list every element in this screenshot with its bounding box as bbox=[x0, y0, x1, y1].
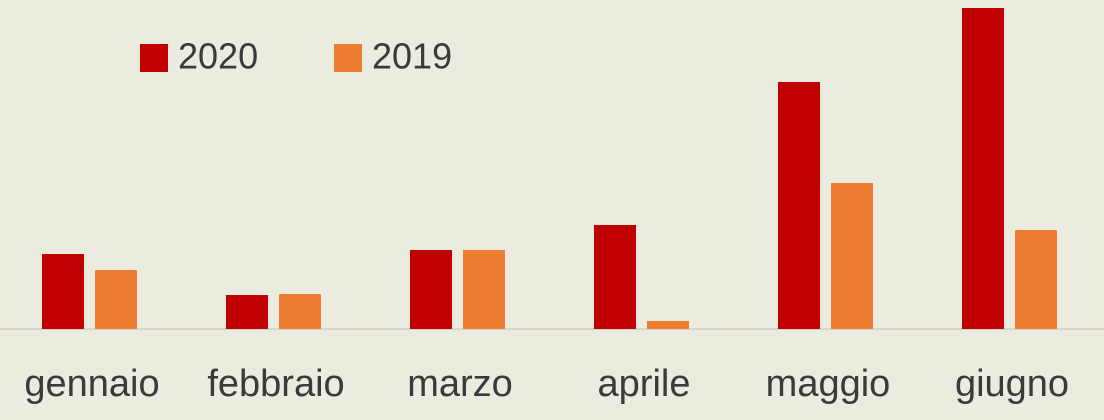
bar bbox=[962, 8, 1004, 329]
legend-label: 2020 bbox=[178, 36, 258, 77]
x-tick-label: aprile bbox=[598, 363, 691, 405]
legend-swatch bbox=[334, 44, 362, 72]
x-tick-label: febbraio bbox=[207, 363, 344, 405]
x-tick-label: giugno bbox=[955, 363, 1069, 405]
bar bbox=[42, 254, 84, 329]
x-tick-label: maggio bbox=[766, 363, 891, 405]
legend-swatch bbox=[140, 44, 168, 72]
x-tick-label: marzo bbox=[407, 363, 513, 405]
bar bbox=[647, 321, 689, 329]
bar bbox=[463, 250, 505, 329]
bar bbox=[778, 82, 820, 329]
legend-label: 2019 bbox=[372, 36, 452, 77]
bar bbox=[594, 225, 636, 329]
bar bbox=[831, 183, 873, 329]
bar bbox=[410, 250, 452, 329]
bar bbox=[95, 270, 137, 329]
bar bbox=[226, 295, 268, 329]
bar bbox=[1015, 230, 1057, 329]
x-tick-label: gennaio bbox=[24, 363, 159, 405]
bar bbox=[279, 294, 321, 329]
